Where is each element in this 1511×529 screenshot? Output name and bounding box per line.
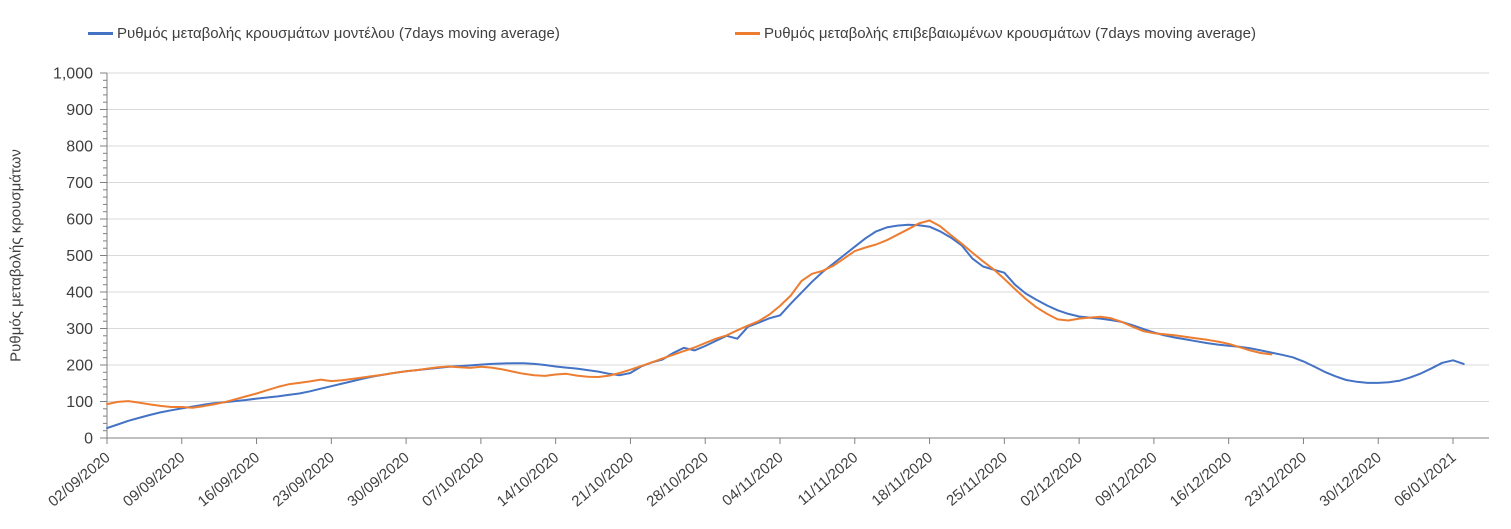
x-tick-label: 23/09/2020 [269, 449, 337, 510]
y-tick-label: 600 [66, 212, 93, 229]
y-tick-label: 900 [66, 102, 93, 119]
y-tick-label: 100 [66, 394, 93, 411]
x-tick-label: 25/11/2020 [943, 449, 1011, 510]
model-line-swatch [88, 32, 113, 35]
chart-legend: Ρυθμός μεταβολής κρουσμάτων μοντέλου (7d… [0, 0, 1511, 52]
legend-label-model: Ρυθμός μεταβολής κρουσμάτων μοντέλου (7d… [117, 25, 560, 42]
y-tick-label: 400 [66, 285, 93, 302]
y-axis: 0 100 200 300 400 500 600 700 800 900 1,000 [53, 66, 108, 448]
x-tick-label: 18/11/2020 [869, 449, 937, 510]
x-tick-label: 02/09/2020 [45, 449, 113, 510]
y-tick-label: 500 [66, 248, 93, 265]
x-tick-label: 04/11/2020 [719, 449, 787, 510]
series-confirmed-line [106, 219, 1273, 409]
x-tick-label: 11/11/2020 [795, 449, 862, 509]
x-tick-label: 30/09/2020 [344, 449, 412, 510]
y-tick-label: 0 [84, 431, 93, 448]
legend-label-confirmed: Ρυθμός μεταβολής επιβεβαιωμένων κρουσμάτ… [764, 25, 1256, 42]
confirmed-line-swatch [735, 32, 760, 35]
y-tick-label: 1,000 [53, 66, 93, 83]
y-tick-label: 200 [66, 358, 93, 375]
x-tick-label: 02/12/2020 [1017, 449, 1085, 510]
x-tick-label: 09/09/2020 [120, 449, 188, 510]
x-tick-label: 16/12/2020 [1167, 449, 1235, 510]
x-tick-label: 16/09/2020 [195, 449, 263, 510]
legend-item-confirmed[interactable]: Ρυθμός μεταβολής επιβεβαιωμένων κρουσμάτ… [735, 25, 1256, 42]
y-tick-label: 300 [66, 321, 93, 338]
x-tick-label: 14/10/2020 [494, 449, 562, 510]
x-tick-label: 23/12/2020 [1242, 449, 1310, 510]
x-tick-label: 07/10/2020 [419, 449, 487, 510]
x-axis: 02/09/2020 09/09/2020 16/09/2020 23/09/2020… [45, 437, 1489, 510]
x-tick-label: 09/12/2020 [1092, 449, 1160, 510]
y-axis-title: Ρυθμός μεταβολής κρουσμάτων [7, 149, 25, 362]
x-tick-label: 30/12/2020 [1316, 449, 1384, 510]
x-tick-label: 06/01/2021 [1391, 449, 1459, 510]
legend-item-model[interactable]: Ρυθμός μεταβολής κρουσμάτων μοντέλου (7d… [88, 25, 560, 42]
y-tick-label: 700 [66, 175, 93, 192]
x-tick-label: 28/10/2020 [643, 449, 711, 510]
y-tick-label: 800 [66, 139, 93, 156]
y-gridlines [107, 72, 1489, 402]
x-tick-label: 21/10/2020 [569, 449, 637, 510]
